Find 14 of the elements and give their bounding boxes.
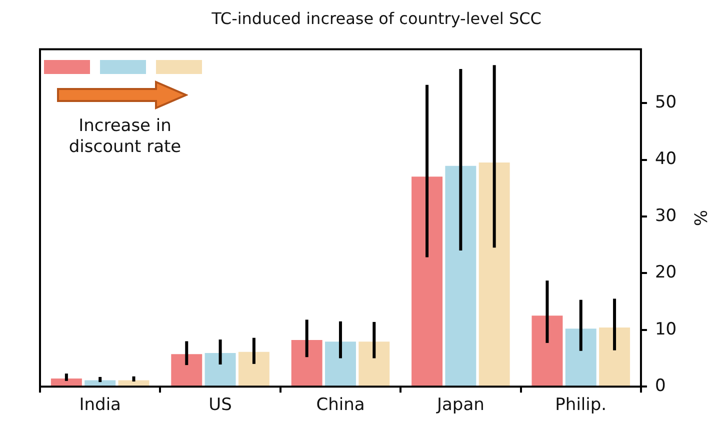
x-tick-label: US xyxy=(208,395,232,416)
x-tick-label: China xyxy=(316,395,365,416)
y-tick-label: 50 xyxy=(654,92,677,112)
x-tick-label: India xyxy=(79,395,121,416)
y-tick-label: 30 xyxy=(654,206,677,226)
y-tick-label: 0 xyxy=(654,376,666,396)
x-tick-label: Japan xyxy=(436,395,484,416)
y-tick-label: 40 xyxy=(654,149,677,170)
chart-title: TC-induced increase of country-level SCC xyxy=(210,8,542,28)
y-tick-label: 10 xyxy=(654,319,677,340)
annotation: Increase in discount rate xyxy=(68,116,182,158)
y-tick-label: 20 xyxy=(654,262,677,283)
x-tick-label: Philip. xyxy=(555,395,607,416)
y-axis-title: % xyxy=(689,210,710,226)
